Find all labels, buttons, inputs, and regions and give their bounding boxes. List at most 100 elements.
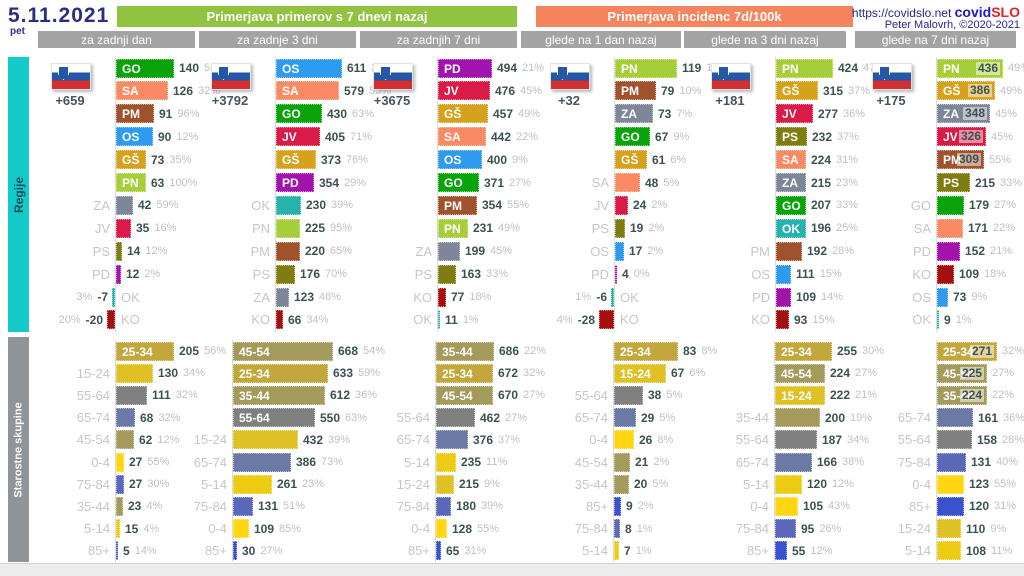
bar-35-44 xyxy=(775,408,820,428)
bar-percent: 27% xyxy=(523,389,546,402)
bar-15-24: 15-24 xyxy=(614,363,666,383)
bar-label-outside: 0-4 xyxy=(750,498,769,514)
bar-percent: 71% xyxy=(350,130,373,143)
bar-value-percent: 128 55% xyxy=(452,519,499,538)
bar-value-percent: 93 15% xyxy=(794,310,834,329)
bar-value-percent: 224 27% xyxy=(830,364,877,383)
flag-coat-of-arms-icon xyxy=(58,66,69,80)
bar-label-outside: PD xyxy=(751,289,770,305)
bar-value-percent: 196 25% xyxy=(811,219,858,238)
bar-value-percent: 261 23% xyxy=(277,475,324,494)
bar-label: SA xyxy=(122,84,139,99)
bar-percent: 2% xyxy=(144,268,161,281)
tab-glede-na-3-dni[interactable]: glede na 3 dni nazaj xyxy=(684,31,846,48)
bar-value: 62 xyxy=(139,432,153,447)
bar-value-percent: 131 40% xyxy=(971,453,1018,472)
bar-value: 42 xyxy=(138,198,152,213)
bar-value-percent: 48 5% xyxy=(645,173,679,192)
bar-percent: 1% xyxy=(955,313,972,326)
bar-value: -20 xyxy=(85,312,103,327)
slovenia-flag-icon xyxy=(51,63,91,90)
bar-85+ xyxy=(614,496,621,516)
bar-percent: 30% xyxy=(862,345,885,357)
bar-value-percent: 224 31% xyxy=(811,150,858,169)
bar-PN: PN xyxy=(615,58,677,78)
bar-value-percent: 35 16% xyxy=(136,219,176,238)
tab-za-zadnjih-7-dni[interactable]: za zadnjih 7 dni xyxy=(360,31,517,48)
bar-percent: 43% xyxy=(828,500,851,513)
bar-value: 176 xyxy=(300,267,321,282)
bar-percent: 2% xyxy=(653,456,670,468)
author-credit: Peter Malovrh, ©2020-2021 xyxy=(884,19,1020,31)
bar-label-outside: PM xyxy=(750,243,771,259)
bar-55-64 xyxy=(614,385,643,405)
axis-line xyxy=(115,57,116,332)
bar-KO xyxy=(937,264,954,284)
bar-value: 12 xyxy=(126,267,140,282)
bar-percent: 12% xyxy=(810,544,833,557)
bar-value: 91 xyxy=(159,106,173,121)
bar-value: 73 xyxy=(658,106,672,121)
bar-label-outside: SA xyxy=(591,175,609,190)
bar-percent: 34% xyxy=(183,367,206,380)
bar-percent: 26% xyxy=(819,522,842,535)
bar-55-64 xyxy=(775,430,817,450)
bar-percent: 55% xyxy=(989,153,1012,166)
bar-label-outside: PD xyxy=(91,266,110,282)
bar-value: 163 xyxy=(461,267,482,282)
bar-percent: 5% xyxy=(659,411,676,424)
tab-za-zadnji-dan[interactable]: za zadnji dan xyxy=(38,31,195,48)
flag-coat-of-arms-icon xyxy=(218,66,229,80)
bar-value-percent: 222 21% xyxy=(830,386,877,405)
bar-percent: 34% xyxy=(847,433,870,446)
bar-percent: 25% xyxy=(836,222,859,235)
bar-value: 14 xyxy=(127,244,141,259)
bar-percent: 76% xyxy=(346,153,369,166)
bar-label: 15-24 xyxy=(781,388,812,403)
flag-coat-of-arms-icon xyxy=(718,66,729,80)
bar-15-24 xyxy=(436,474,454,494)
bar-value: 65 xyxy=(446,543,460,558)
bar-value-percent: 11 1% xyxy=(445,310,479,329)
bar-65-74 xyxy=(937,408,973,428)
bar-OS xyxy=(937,287,948,307)
new-cases-delta: +175 xyxy=(876,93,906,108)
bar-label-outside: 15-24 xyxy=(193,432,227,448)
bar-value-percent: 220 65% xyxy=(305,242,352,261)
bar-percent: 18% xyxy=(469,291,492,303)
bar-label: GŠ xyxy=(282,153,300,168)
bar-label-outside: PD xyxy=(590,266,609,282)
bar-value-percent: 230 39% xyxy=(306,196,353,215)
bar-OS xyxy=(615,241,624,261)
axis-line xyxy=(232,340,233,562)
bar-label-outside: 0-4 xyxy=(589,432,608,448)
bar-percent: 48% xyxy=(319,291,342,303)
bar-value: 4 xyxy=(622,267,629,282)
bar-value-percent: 400 9% xyxy=(487,150,528,169)
bar-label-outside: OK xyxy=(121,289,140,305)
bar-label-outside: OK xyxy=(251,197,270,213)
bar-percent: 65% xyxy=(330,245,353,258)
bar-label: 25-34 xyxy=(943,344,974,359)
bar-value-percent: 225 95% xyxy=(305,219,352,238)
bar-value-percent: 670 27% xyxy=(498,386,545,405)
axis-line xyxy=(936,57,937,332)
bar-label-outside: 85+ xyxy=(204,543,227,559)
bar-value: 668 xyxy=(338,344,359,358)
bar-label: 45-54 xyxy=(442,388,473,403)
tab-glede-na-1-dan[interactable]: glede na 1 dan nazaj xyxy=(521,31,681,48)
tab-za-zadnje-3-dni[interactable]: za zadnje 3 dni xyxy=(199,31,356,48)
bar-55-64 xyxy=(116,385,147,405)
bar-percent: 15% xyxy=(819,268,842,281)
site-url[interactable]: https://covidslo.net xyxy=(851,6,952,20)
bar-label-outside: 85+ xyxy=(746,543,769,559)
footer-strip xyxy=(0,563,1024,576)
bar-75-84 xyxy=(233,496,253,516)
tab-glede-na-7-dni[interactable]: glede na 7 dni nazaj xyxy=(855,31,1016,48)
bar-value: 120 xyxy=(807,477,828,492)
bar-65-74 xyxy=(116,408,135,428)
bar-value: 111 xyxy=(796,267,815,282)
bar-value-percent: 67 9% xyxy=(655,127,689,146)
bar-percent: 36% xyxy=(355,389,378,402)
bar-percent: 4% xyxy=(146,500,163,513)
